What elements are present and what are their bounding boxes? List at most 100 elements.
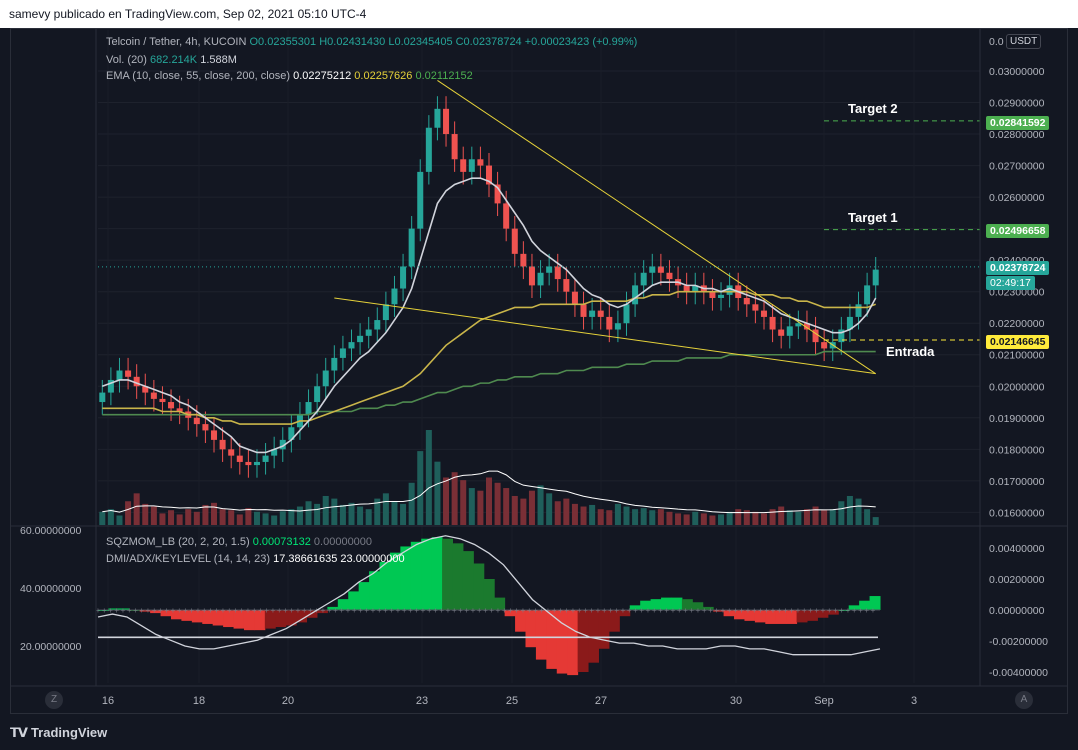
squeeze-dot: + [414,606,419,615]
momentum-bar [452,543,464,610]
tradingview-logo[interactable]: 𝗧𝗩 TradingView [10,725,107,741]
squeeze-dot: + [221,606,226,615]
squeeze-dot: + [271,606,276,615]
candle-body [812,329,819,343]
momentum-bar [150,610,162,614]
chart-frame[interactable] [10,28,1068,714]
squeeze-dot: + [689,606,694,615]
momentum-bar [139,610,151,612]
candle-body [305,402,312,415]
osc-axis-label: 0.00400000 [989,543,1045,555]
squeeze-dot: + [858,606,863,615]
momentum-bar [264,610,276,629]
squeeze-dot: + [633,606,638,615]
squeeze-dot: + [121,606,126,615]
candle-body [99,392,106,403]
footer-bar [0,714,1078,750]
volume-bar [168,510,175,525]
squeeze-dot: + [471,606,476,615]
squeeze-dot: + [333,606,338,615]
squeeze-dot: + [177,606,182,615]
volume-bar [193,511,200,525]
candle-body [494,184,501,204]
squeeze-dot: + [527,606,532,615]
squeeze-dot: + [571,606,576,615]
candle-body [107,379,114,393]
squeeze-dot: + [533,606,538,615]
volume-bar [382,493,389,525]
squeeze-dot: + [127,606,132,615]
ema-legend[interactable]: EMA (10, close, 55, close, 200, close) 0… [106,70,473,82]
target-1-price-tag: 0.02496658 [986,224,1050,238]
ohlc-values: O0.02355301 H0.02431430 L0.02345405 C0.0… [249,36,638,48]
squeeze-dot: + [783,606,788,615]
volume-bar [253,511,260,525]
candle-body [159,398,166,403]
ema-value-1: 0.02275212 [293,70,352,82]
volume-bar [400,503,407,525]
candle-body [589,310,596,317]
volume-bar [314,503,321,525]
squeeze-dot: + [627,606,632,615]
candle-body [614,323,621,330]
candle-body [666,272,673,280]
price-axis-label: 0.0 [989,36,1004,48]
price-axis-label: 0.02100000 [989,350,1045,362]
candle-body [503,203,510,229]
volume-bar [150,506,157,525]
volume-bar [494,482,501,525]
osc-axis-label: -0.00400000 [989,667,1048,679]
chart-canvas[interactable]: + + + + + + + + + + + + + + + + + + + + + + + + + + + + + + + + + + + + + + + +… [0,0,1078,714]
oscillator-pane: + + + + + + + + + + + + + + + + + + + + + + + + + + + + + + + + + + + + + + + +… [96,535,881,676]
squeeze-dot: + [227,606,232,615]
momentum-bar [223,610,235,628]
volume-bar [528,490,535,525]
volume-legend[interactable]: Vol. (20) 682.214K 1.588M [106,54,237,66]
osc-axis-label: -0.00200000 [989,636,1048,648]
volume-bar [657,509,664,525]
momentum-bar [577,610,589,672]
volume-bar [838,501,845,525]
volume-label: Vol. (20) [106,54,147,66]
candle-body [692,285,699,292]
squeeze-dot: + [339,606,344,615]
adx-axis-label: 40.00000000 [20,583,81,595]
squeeze-dot: + [639,606,644,615]
publish-caption-bar: samevy publicado en TradingView.com, Sep… [0,0,1078,28]
squeeze-dot: + [727,606,732,615]
momentum-bar [504,610,516,617]
candle-body [176,408,183,412]
momentum-bar [358,582,370,610]
dmi-value-1: 17.38661635 [273,553,338,565]
squeeze-dot: + [346,606,351,615]
zoom-icon[interactable]: Z [45,691,63,709]
candle-body [563,279,570,292]
auto-scale-icon[interactable]: A [1015,691,1033,709]
symbol-title[interactable]: Telcoin / Tether, 4h, KUCOIN [106,36,247,48]
squeeze-dot: + [102,606,107,615]
candle-body [245,461,252,466]
volume-bar [597,509,604,525]
volume-bar [864,509,871,525]
currency-button[interactable]: USDT [1006,34,1042,49]
volume-bar [460,480,467,525]
symbol-legend[interactable]: Telcoin / Tether, 4h, KUCOIN O0.02355301… [106,36,637,48]
momentum-bar [535,610,547,660]
candle-body [726,285,733,295]
volume-bar [365,509,372,525]
dmi-legend[interactable]: DMI/ADX/KEYLEVEL (14, 14, 23) 17.3866163… [106,553,405,565]
momentum-bar [254,610,266,631]
candle-body [460,159,467,172]
momentum-bar [296,610,308,623]
candles [99,96,879,478]
momentum-bar [462,551,474,610]
squeeze-dot: + [289,606,294,615]
sqz-legend[interactable]: SQZMOM_LB (20, 2, 20, 1.5) 0.00073132 0.… [106,536,372,548]
momentum-bar [233,610,245,629]
volume-bar [726,511,733,525]
trendlines [334,80,876,375]
squeeze-dot: + [433,606,438,615]
adx-axis-label: 60.00000000 [20,525,81,537]
momentum-bar [661,597,672,610]
squeeze-dot: + [708,606,713,615]
